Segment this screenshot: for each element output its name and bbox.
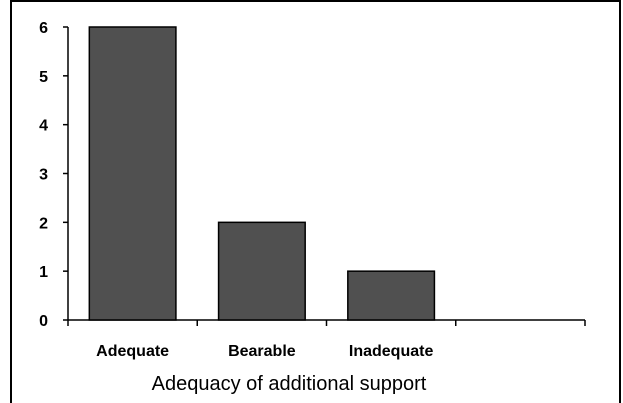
x-category-label: Adequate [96,343,169,360]
x-category-labels: Adequate Bearable Inadequate [96,343,433,360]
x-category-label: Inadequate [349,343,434,360]
x-axis-title: Adequacy of additional support [152,373,427,395]
y-tick-label: 4 [39,118,48,135]
bar-bearable [217,221,306,321]
bar-adequate [88,26,177,321]
bars [88,26,436,321]
y-tick-label: 2 [39,215,48,232]
y-tick-label: 0 [39,313,48,330]
y-tick-label: 6 [39,20,48,37]
chart-frame [10,0,621,403]
y-tick-label: 3 [39,167,48,184]
x-category-label: Bearable [228,343,296,360]
y-tick-label: 5 [39,69,48,86]
y-tick-label: 1 [39,264,48,281]
y-tick-labels: 0 1 2 3 4 5 6 [39,20,48,330]
bar-inadequate [347,270,436,321]
